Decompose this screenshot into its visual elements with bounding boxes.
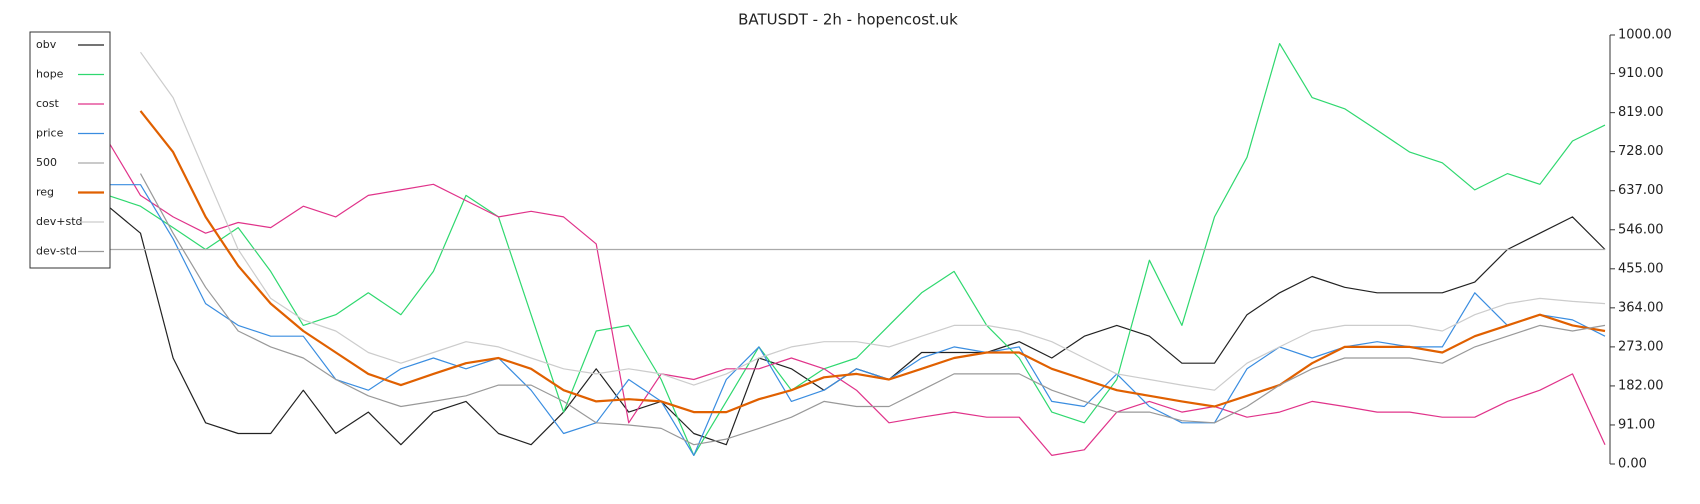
series-line [140,51,1606,391]
legend-box [29,31,111,269]
legend-label: reg [36,186,54,199]
series-line [107,140,1606,456]
legend-label: price [36,127,64,140]
series-line [107,43,1606,456]
y-tick-label: 819.00 [1618,105,1664,120]
legend-label: hope [36,68,64,81]
y-tick-label: 0.00 [1618,457,1647,472]
chart-title: BATUSDT - 2h - hopencost.uk [738,11,958,29]
legend-label: dev+std [36,215,83,228]
series-line [139,173,1606,446]
y-tick-label: 273.00 [1618,339,1664,354]
y-tick-label: 637.00 [1618,183,1664,198]
y-tick-label: 910.00 [1618,66,1664,81]
series-line [139,110,1606,414]
legend-label: cost [36,97,60,110]
legend-label: obv [36,38,57,51]
y-tick-label: 91.00 [1618,417,1655,432]
y-tick-label: 546.00 [1618,222,1664,237]
y-tick-label: 364.00 [1618,300,1664,315]
legend-label: dev-std [36,245,77,258]
y-tick-label: 182.00 [1618,378,1664,393]
y-tick-label: 728.00 [1618,144,1664,159]
y-tick-label: 1000.00 [1618,28,1672,43]
y-tick-label: 455.00 [1618,261,1664,276]
legend-label: 500 [36,156,57,169]
series-line [108,184,1606,456]
